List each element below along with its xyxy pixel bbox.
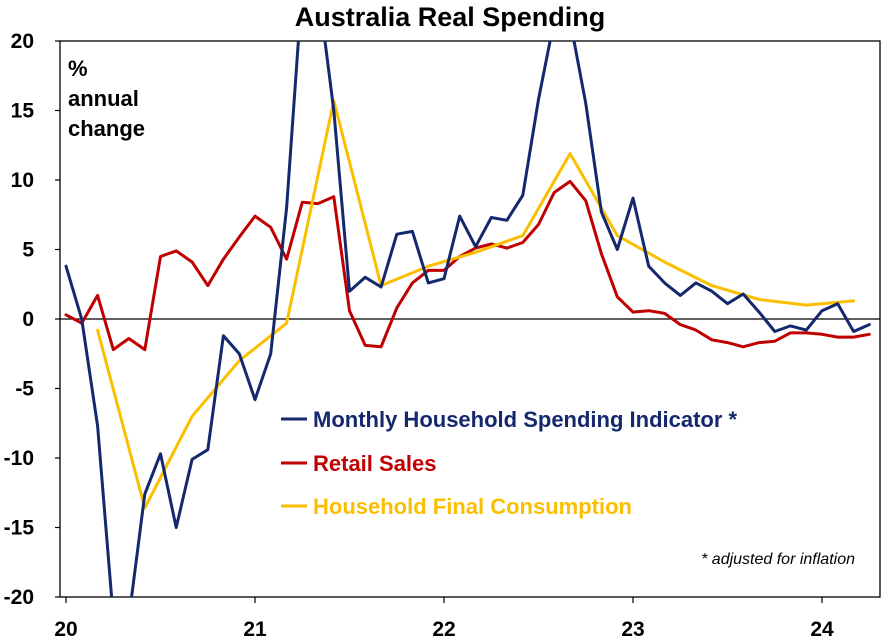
inflation-note: * adjusted for inflation bbox=[701, 551, 855, 568]
y-unit-label: % annual change bbox=[68, 56, 145, 141]
legend-label-final-consumption: Household Final Consumption bbox=[313, 494, 632, 519]
y-tick-label: -20 bbox=[4, 586, 34, 609]
series-line-final-consumption bbox=[96, 99, 856, 510]
series-line-retail-sales bbox=[64, 179, 871, 352]
x-tick-label: 22 bbox=[432, 618, 455, 641]
y-tick-label: -10 bbox=[4, 447, 34, 470]
x-tick-label: 24 bbox=[810, 618, 834, 641]
y-tick-label: -15 bbox=[4, 517, 35, 540]
y-tick-label: 20 bbox=[11, 30, 34, 53]
legend-item-final-consumption: Household Final Consumption bbox=[281, 494, 632, 519]
y-tick-label: -5 bbox=[15, 378, 34, 401]
y-axis: -20 -15 -10 -5 0 5 10 15 20 bbox=[4, 30, 60, 609]
x-tick-label: 23 bbox=[621, 618, 644, 641]
legend: Monthly Household Spending Indicator * R… bbox=[281, 407, 738, 519]
y-tick-label: 15 bbox=[11, 100, 35, 123]
legend-label-spending-indicator: Monthly Household Spending Indicator * bbox=[313, 407, 738, 432]
legend-label-retail-sales: Retail Sales bbox=[313, 451, 437, 476]
x-axis: 20 21 22 23 24 bbox=[54, 597, 834, 641]
y-unit-line-1: % bbox=[68, 56, 88, 81]
y-tick-label: 5 bbox=[22, 239, 34, 262]
y-tick-label: 0 bbox=[22, 308, 34, 331]
series-lines bbox=[64, 41, 871, 597]
legend-item-retail-sales: Retail Sales bbox=[281, 451, 437, 476]
y-unit-line-2: annual bbox=[68, 86, 139, 111]
series-line-spending-indicator bbox=[64, 41, 871, 597]
y-tick-label: 10 bbox=[11, 169, 34, 192]
legend-item-spending-indicator: Monthly Household Spending Indicator * bbox=[281, 407, 738, 432]
x-tick-label: 21 bbox=[243, 618, 267, 641]
chart-title: Australia Real Spending bbox=[295, 2, 606, 32]
x-tick-label: 20 bbox=[54, 618, 77, 641]
y-unit-line-3: change bbox=[68, 116, 145, 141]
